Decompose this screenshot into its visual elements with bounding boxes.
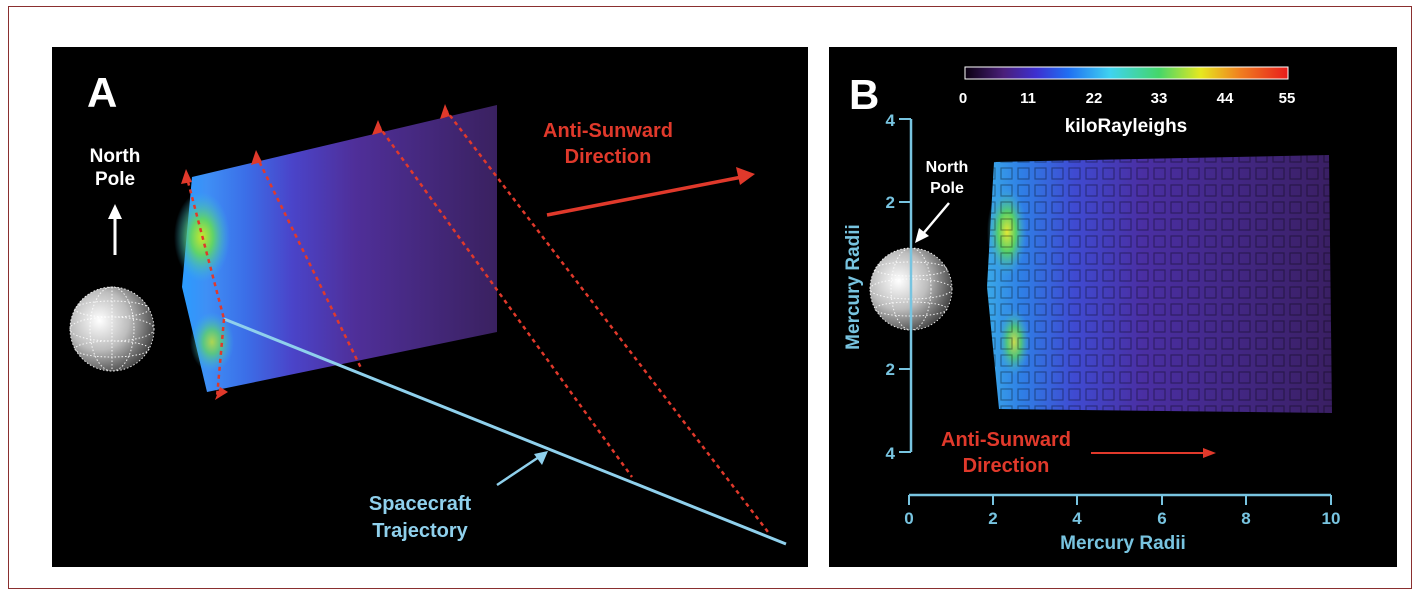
north-pole-label-2: Pole	[95, 169, 135, 190]
north-pole-label-b1: North	[926, 159, 969, 176]
colorbar-ticks: 0 11 22 33 44 55	[959, 90, 1296, 107]
spacecraft-label-2: Trajectory	[372, 520, 468, 542]
colorbar-tick: 55	[1279, 90, 1296, 107]
colorbar-unit: kiloRayleighs	[1065, 116, 1188, 137]
north-pole-label-1: North	[90, 146, 141, 167]
measurement-squares	[987, 155, 1332, 413]
panel-b-graphic: 0 11 22 33 44 55 kiloRayleighs	[843, 66, 1341, 554]
anti-sunward-label-b1: Anti-Sunward	[941, 429, 1071, 451]
y-axis: 4 2 2 4 Mercury Radii	[843, 111, 913, 463]
anti-sunward-arrow	[546, 175, 743, 217]
x-axis: 0 2 4 6 8 10 Mercury Radii	[904, 493, 1341, 554]
north-pole-pointer-head	[915, 228, 929, 243]
north-pole-arrowhead	[108, 204, 122, 219]
globe-grid	[69, 286, 155, 372]
colorbar-tick: 33	[1151, 90, 1168, 107]
x-tick: 6	[1157, 509, 1166, 528]
look-direction-lines	[184, 108, 769, 533]
panel-a-letter: A	[87, 69, 117, 116]
x-tick: 10	[1322, 509, 1341, 528]
emission-sheet	[182, 105, 497, 392]
north-pole-pointer	[921, 202, 950, 236]
look-arrowheads	[181, 104, 450, 400]
colorbar-tick: 11	[1020, 90, 1036, 107]
spacecraft-pointer	[496, 455, 540, 487]
spacecraft-pointer-head	[534, 451, 548, 465]
panel-b: 0 11 22 33 44 55 kiloRayleighs	[829, 47, 1397, 567]
y-tick: 4	[886, 444, 896, 463]
colorbar-tick: 0	[959, 90, 967, 107]
anti-sunward-label-b2: Direction	[963, 455, 1050, 477]
y-tick: 4	[886, 111, 896, 130]
y-axis-label: Mercury Radii	[843, 224, 864, 350]
panel-a-graphic: A North Pole Anti-Sunward Direction Spac…	[69, 69, 787, 546]
anti-sunward-arrowhead	[736, 167, 755, 185]
figure-frame	[8, 6, 1412, 589]
spacecraft-label-1: Spacecraft	[369, 493, 472, 515]
anti-sunward-label-1: Anti-Sunward	[543, 120, 673, 142]
north-pole-label-b2: Pole	[930, 180, 964, 197]
x-axis-label: Mercury Radii	[1060, 533, 1186, 554]
y-tick: 2	[886, 193, 895, 212]
y-tick: 2	[886, 360, 895, 379]
panel-a: A North Pole Anti-Sunward Direction Spac…	[52, 47, 808, 567]
trajectory-line	[223, 317, 787, 546]
panel-b-letter: B	[849, 71, 879, 118]
anti-sunward-label-2: Direction	[565, 146, 652, 168]
x-tick: 2	[988, 509, 997, 528]
colorbar-tick: 44	[1217, 90, 1234, 107]
x-tick: 8	[1241, 509, 1250, 528]
colorbar	[964, 66, 1289, 80]
x-tick: 4	[1072, 509, 1082, 528]
colorbar-tick: 22	[1086, 90, 1103, 107]
anti-sunward-arrowhead-b	[1203, 448, 1216, 458]
x-tick: 0	[904, 509, 913, 528]
